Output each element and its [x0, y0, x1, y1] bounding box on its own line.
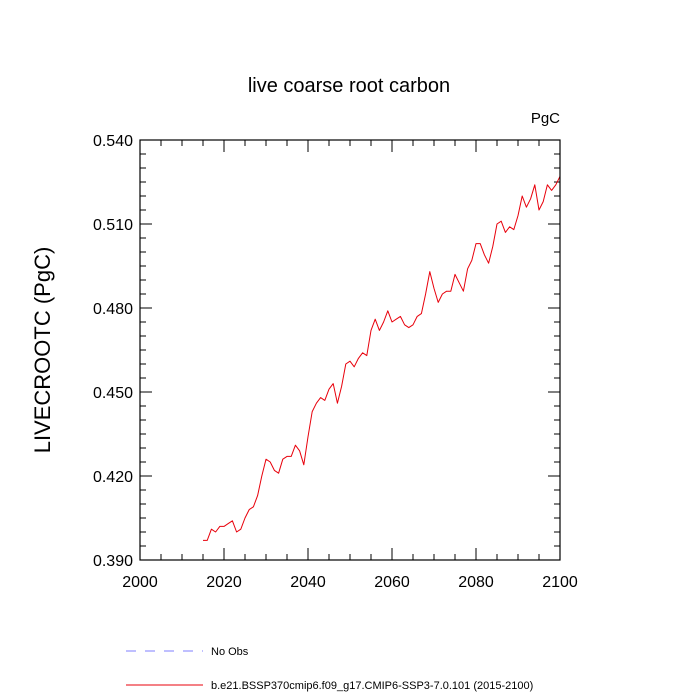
series-lines — [203, 176, 561, 541]
y-tick-label: 0.390 — [93, 553, 133, 570]
y-tick-label: 0.450 — [93, 385, 133, 402]
series-line-1 — [203, 176, 561, 541]
legend-label-1: b.e21.BSSP370cmip6.f09_g17.CMIP6-SSP3-7.… — [211, 680, 533, 692]
legend: No Obs b.e21.BSSP370cmip6.f09_g17.CMIP6-S… — [126, 646, 533, 692]
legend-label-0: No Obs — [211, 646, 249, 658]
units-label: PgC — [531, 110, 560, 127]
chart-title: live coarse root carbon — [248, 75, 450, 97]
axis-ticks: 2000 2020 2040 2060 2080 2100 0.390 0.420 0.450 0… — [93, 133, 578, 591]
y-axis-label: LIVECROOTC (PgC) — [30, 247, 55, 454]
x-tick-label: 2000 — [122, 574, 158, 591]
x-tick-label: 2080 — [458, 574, 494, 591]
x-tick-label: 2060 — [374, 574, 410, 591]
x-tick-label: 2020 — [206, 574, 242, 591]
y-tick-label: 0.480 — [93, 301, 133, 318]
y-tick-label: 0.540 — [93, 133, 133, 150]
y-tick-label: 0.510 — [93, 217, 133, 234]
x-tick-label: 2040 — [290, 574, 326, 591]
plot-frame — [139, 139, 561, 561]
x-tick-label: 2100 — [542, 574, 578, 591]
y-tick-label: 0.420 — [93, 469, 133, 486]
